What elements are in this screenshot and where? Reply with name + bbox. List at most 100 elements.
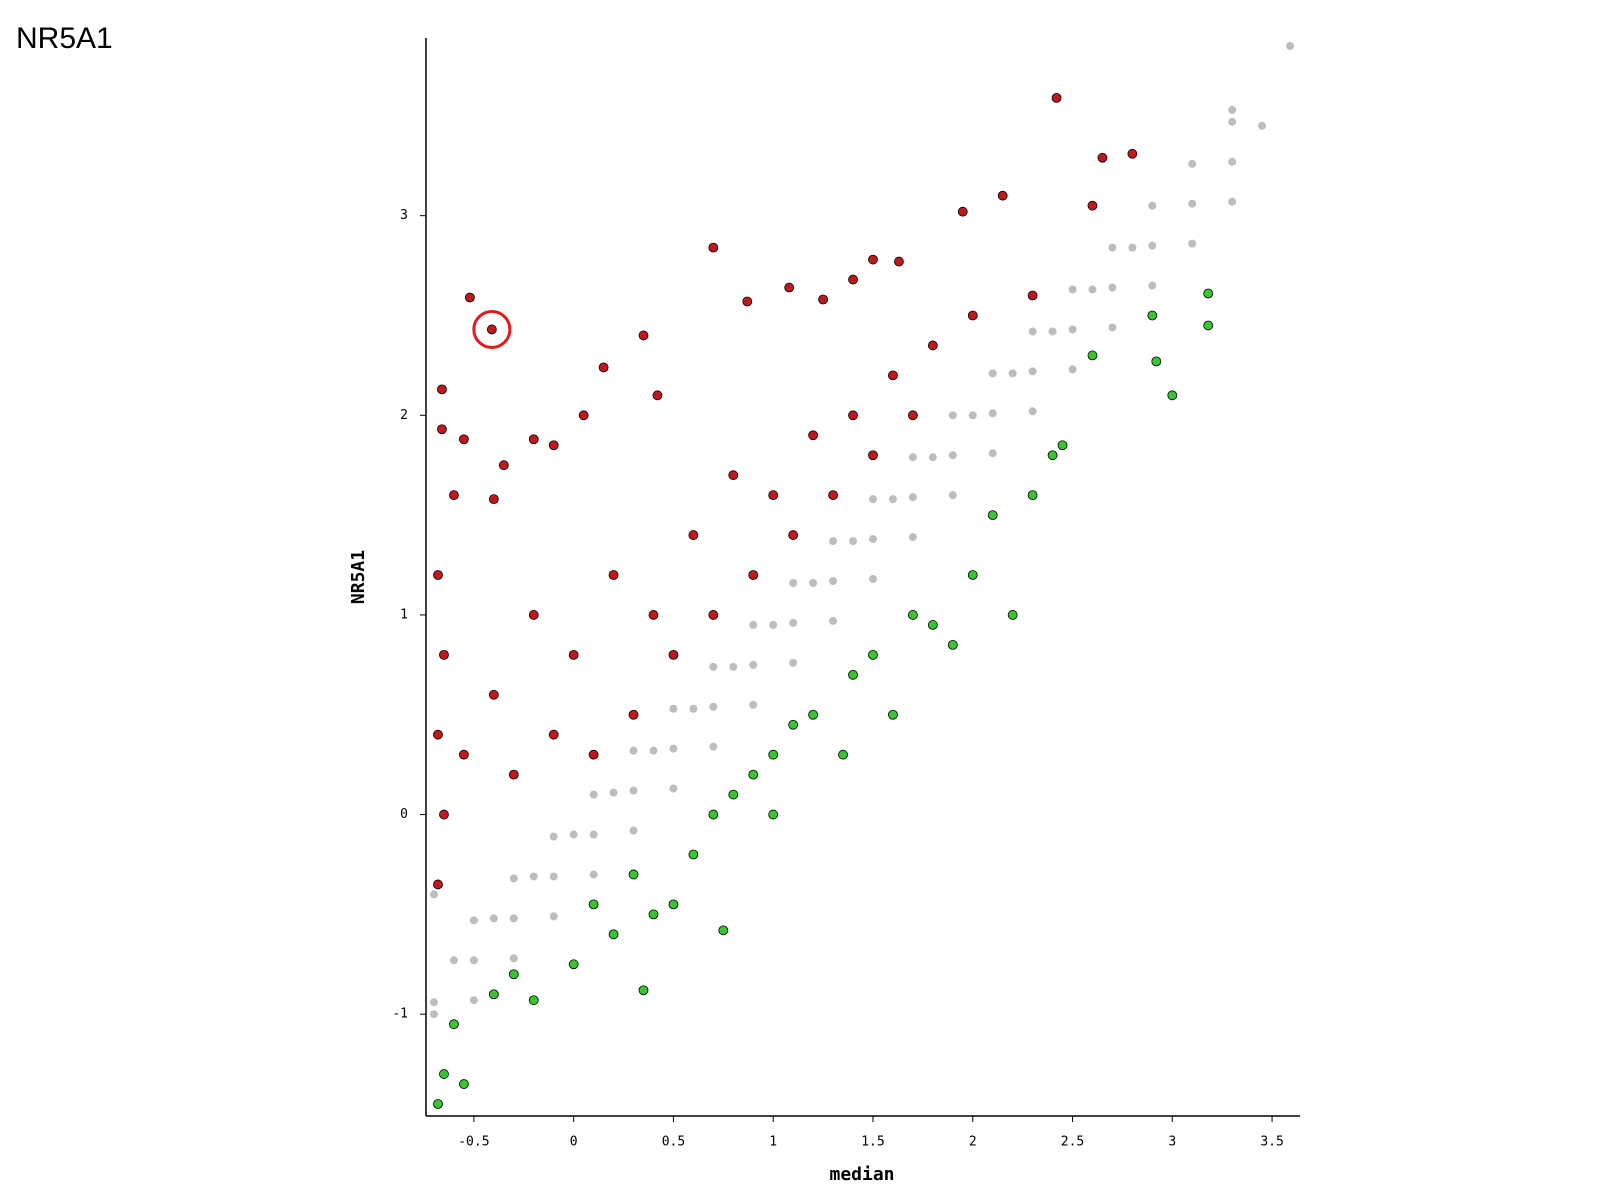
point bbox=[1148, 241, 1157, 250]
point bbox=[749, 700, 758, 709]
point bbox=[997, 190, 1008, 201]
x-tick-label: -0.5 bbox=[458, 1135, 489, 1150]
point bbox=[486, 324, 497, 335]
point bbox=[908, 493, 917, 502]
point bbox=[649, 746, 658, 755]
y-tick-label: 0 bbox=[400, 807, 408, 822]
point bbox=[1147, 310, 1158, 321]
point bbox=[648, 610, 659, 620]
point bbox=[788, 719, 799, 730]
point bbox=[768, 749, 779, 760]
point bbox=[728, 470, 739, 481]
point bbox=[488, 494, 499, 505]
point bbox=[638, 330, 649, 341]
point bbox=[648, 909, 659, 920]
point bbox=[459, 1079, 469, 1089]
point bbox=[1028, 367, 1037, 376]
point bbox=[469, 996, 478, 1005]
x-tick-label: 2 bbox=[969, 1135, 977, 1150]
x-tick-label: 3 bbox=[1168, 1135, 1176, 1150]
point bbox=[948, 491, 957, 500]
point bbox=[509, 914, 518, 923]
point bbox=[449, 1019, 459, 1030]
point bbox=[459, 749, 469, 760]
point bbox=[1068, 285, 1077, 294]
point bbox=[1228, 157, 1237, 166]
point bbox=[742, 296, 753, 307]
point bbox=[957, 206, 968, 217]
point bbox=[948, 411, 957, 420]
point bbox=[728, 789, 739, 800]
point bbox=[1148, 281, 1157, 290]
point bbox=[688, 530, 699, 540]
point bbox=[508, 969, 519, 980]
point bbox=[709, 742, 718, 751]
point bbox=[668, 899, 679, 910]
point bbox=[1068, 365, 1077, 374]
x-tick-label: 3.5 bbox=[1260, 1135, 1283, 1150]
point bbox=[598, 362, 609, 373]
point bbox=[629, 786, 638, 795]
point bbox=[1068, 325, 1077, 334]
point bbox=[987, 510, 998, 521]
point bbox=[907, 610, 918, 620]
highlight-ring bbox=[472, 309, 512, 349]
x-tick-label: 1 bbox=[769, 1135, 777, 1150]
point bbox=[1097, 152, 1108, 163]
point bbox=[908, 453, 917, 462]
point bbox=[1048, 327, 1057, 336]
point bbox=[789, 658, 798, 667]
point bbox=[668, 649, 679, 660]
point bbox=[708, 242, 719, 253]
point bbox=[528, 610, 539, 620]
point bbox=[449, 956, 458, 965]
point bbox=[1188, 159, 1197, 168]
point bbox=[469, 956, 478, 965]
point bbox=[439, 809, 449, 820]
point bbox=[508, 769, 519, 780]
point bbox=[1188, 239, 1197, 248]
point bbox=[829, 616, 838, 625]
point bbox=[688, 849, 699, 860]
point bbox=[609, 788, 618, 797]
point bbox=[988, 369, 997, 378]
point bbox=[927, 340, 938, 351]
point bbox=[498, 460, 509, 471]
point bbox=[768, 809, 779, 820]
x-axis-label: median bbox=[829, 1164, 894, 1185]
point bbox=[1108, 283, 1117, 292]
point bbox=[1057, 440, 1068, 451]
point bbox=[988, 409, 997, 418]
point bbox=[784, 282, 795, 293]
point bbox=[528, 434, 539, 445]
point bbox=[988, 449, 997, 458]
point bbox=[652, 390, 663, 401]
point bbox=[629, 826, 638, 835]
point bbox=[529, 872, 538, 881]
y-tick-label: 2 bbox=[400, 408, 408, 423]
point bbox=[549, 912, 558, 921]
y-tick-label: 3 bbox=[400, 208, 408, 223]
point bbox=[449, 490, 459, 501]
point bbox=[548, 440, 559, 451]
point bbox=[689, 704, 698, 713]
point bbox=[669, 744, 678, 753]
point bbox=[549, 872, 558, 881]
y-tick-label: 1 bbox=[400, 607, 408, 622]
point bbox=[1028, 327, 1037, 336]
x-tick-label: 2.5 bbox=[1061, 1135, 1084, 1150]
point bbox=[818, 294, 828, 305]
point bbox=[1151, 356, 1162, 367]
point bbox=[868, 535, 877, 544]
point bbox=[1286, 41, 1295, 50]
point bbox=[868, 649, 878, 660]
point bbox=[894, 256, 904, 267]
point bbox=[589, 830, 598, 839]
point bbox=[808, 430, 819, 441]
point bbox=[1128, 243, 1137, 252]
point bbox=[588, 749, 599, 760]
point bbox=[708, 610, 719, 620]
point bbox=[1228, 117, 1237, 126]
point bbox=[789, 578, 798, 587]
